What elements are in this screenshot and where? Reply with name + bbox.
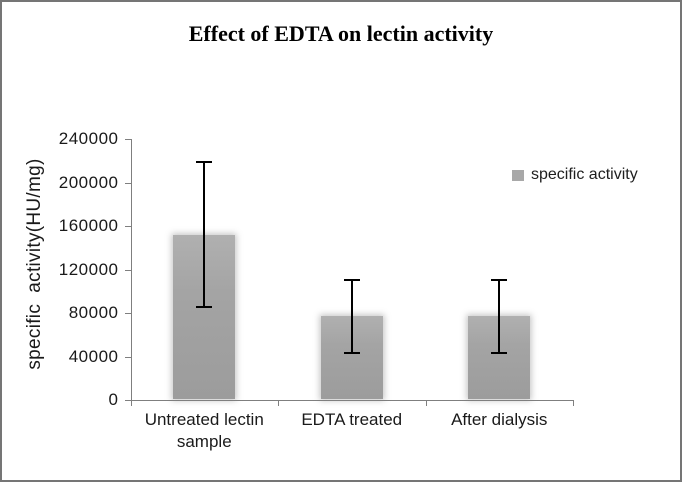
error-bar-line [203,161,206,307]
legend: specific activity [512,165,638,185]
x-tick-mark [573,400,574,406]
y-tick-label: 200000 [58,172,119,192]
y-tick-label: 240000 [58,129,119,148]
y-tick-mark [124,226,131,227]
error-bar-line [498,280,501,353]
error-bar-cap-bottom [491,351,508,354]
error-bar-cap-top [343,279,360,282]
x-tick-mark [278,400,279,406]
x-category-label: After dialysis [451,410,548,429]
y-tick-mark [124,269,131,271]
y-tick-mark [124,182,131,184]
error-bar-cap-top [491,279,508,282]
x-tick-mark [425,400,427,406]
error-bar-cap-bottom [196,306,213,309]
y-tick-mark [124,356,131,358]
legend-label: specific activity [531,166,638,183]
error-bar-cap-bottom [343,351,360,354]
chart-title: Effect of EDTA on lectin activity [188,21,494,46]
error-bar-line [350,280,353,353]
y-tick-label: 40000 [68,346,119,366]
x-category-label: EDTA treated [301,410,403,429]
y-tick-mark [124,139,131,140]
x-category-label: Untreated lectin sample [144,410,264,452]
x-tick-mark [130,400,132,406]
y-tick-label: 120000 [58,259,119,279]
error-bar-cap-top [196,160,213,163]
y-axis-line [130,139,132,400]
y-tick-label: 160000 [58,216,119,235]
y-tick-label: 80000 [68,303,119,322]
legend-swatch-icon [512,169,524,181]
y-tick-label: 0 [108,390,119,409]
y-tick-mark [124,400,131,401]
y-tick-mark [124,313,131,314]
x-axis-line [130,400,574,401]
